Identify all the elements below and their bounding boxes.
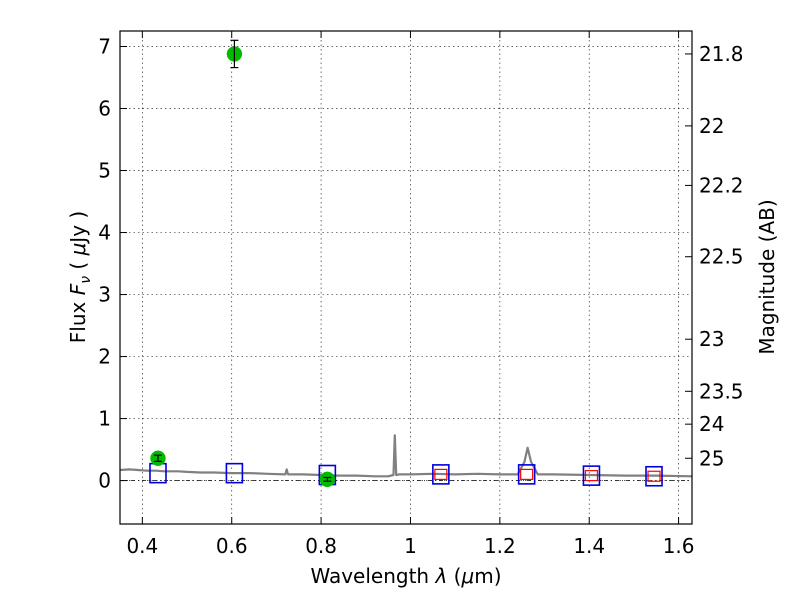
right-tick-label: 24 bbox=[699, 412, 724, 436]
y-axis-label: Flux Fν ( μJy ) bbox=[66, 211, 94, 343]
x-tick-labels: 0.4 0.6 0.8 1 1.2 1.4 1.6 bbox=[126, 534, 694, 558]
right-tick-labels: 21.8 22 22.2 22.5 23 23.5 24 25 bbox=[699, 42, 744, 470]
model-photometry-box bbox=[432, 464, 450, 485]
right-tick-label: 23 bbox=[699, 327, 724, 351]
y-tick-labels: 0 1 2 3 4 5 6 7 bbox=[98, 35, 111, 493]
model-photometry-box bbox=[149, 462, 167, 484]
axis-ticks bbox=[120, 31, 692, 524]
model-photometry-inner-box bbox=[520, 468, 534, 480]
right-tick-label: 22.2 bbox=[699, 173, 744, 197]
model-spectrum bbox=[120, 434, 692, 478]
x-tick-label: 0.6 bbox=[216, 534, 248, 558]
plot-frame bbox=[119, 30, 693, 525]
right-tick-label: 21.8 bbox=[699, 42, 744, 66]
model-photometry-inner-box bbox=[647, 470, 661, 482]
y-tick-label: 1 bbox=[98, 407, 111, 431]
right-tick-label: 22.5 bbox=[699, 245, 744, 269]
y-tick-label: 7 bbox=[98, 35, 111, 59]
right-tick-label: 25 bbox=[699, 446, 724, 470]
right-tick-label: 22 bbox=[699, 114, 724, 138]
model-photometry-box bbox=[517, 464, 536, 485]
x-tick-label: 1 bbox=[404, 534, 417, 558]
x-tick-label: 0.8 bbox=[305, 534, 337, 558]
x-tick-label: 1.4 bbox=[573, 534, 605, 558]
model-photometry-box bbox=[225, 462, 244, 484]
y-tick-label: 4 bbox=[98, 221, 111, 245]
y-tick-label: 0 bbox=[98, 469, 111, 493]
x-tick-label: 1.2 bbox=[484, 534, 516, 558]
model-photometry-inner-box bbox=[434, 468, 448, 480]
model-photometry-box bbox=[582, 465, 601, 486]
y-tick-label: 2 bbox=[98, 345, 111, 369]
right-axis-label: Magnitude (AB) bbox=[755, 199, 779, 354]
y-tick-label: 3 bbox=[98, 283, 111, 307]
right-tick-label: 23.5 bbox=[699, 379, 744, 403]
x-tick-label: 0.4 bbox=[126, 534, 158, 558]
x-axis-label: Wavelength λ (μm) bbox=[310, 564, 501, 588]
spectrum-line bbox=[120, 434, 692, 478]
y-tick-label: 5 bbox=[98, 159, 111, 183]
observed-photometry bbox=[150, 39, 336, 488]
grid-lines bbox=[120, 31, 692, 524]
model-photometry bbox=[149, 462, 663, 487]
model-photometry-inner-box bbox=[584, 470, 599, 482]
y-tick-label: 6 bbox=[98, 97, 111, 121]
x-tick-label: 1.6 bbox=[663, 534, 695, 558]
model-photometry-box bbox=[645, 465, 663, 487]
